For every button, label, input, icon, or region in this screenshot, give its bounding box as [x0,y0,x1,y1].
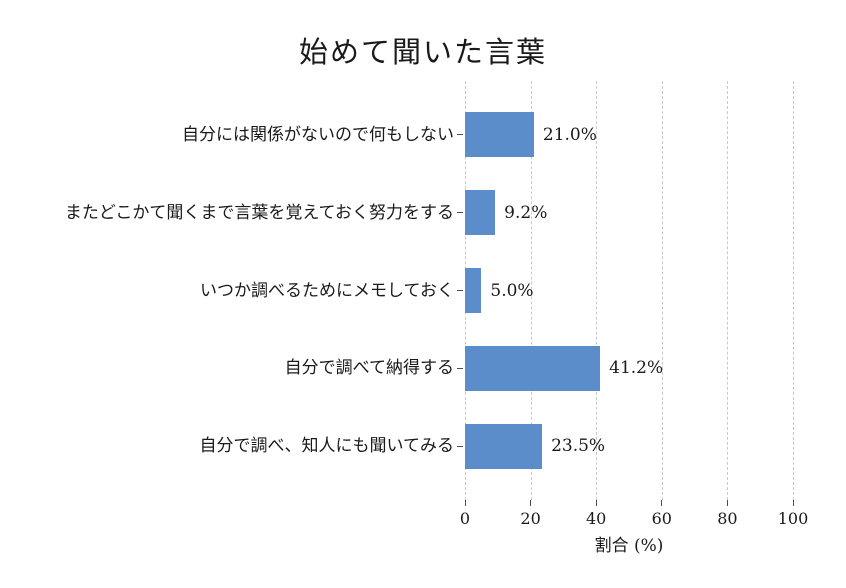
gridline [596,81,598,500]
bar [465,268,482,313]
gridline [661,81,663,500]
gridline [793,81,794,500]
y-tick [457,134,463,136]
x-axis-label: 割合 (%) [594,536,664,556]
y-tick [457,290,463,291]
bar [465,345,601,391]
y-tick [457,212,463,214]
category-label: 自分で調べて納得する [284,358,454,379]
value-label: 41.2% [609,358,664,379]
x-tick [792,500,794,506]
x-tick [661,500,663,506]
y-tick [457,445,463,447]
chart-title: 始めて聞いた言葉 [298,35,547,69]
x-tick-label: 40 [586,509,607,528]
y-tick [457,367,463,369]
x-tick-label: 80 [717,509,738,528]
gridline [727,81,729,500]
category-label: 自分には関係がないので何もしない [182,124,454,145]
x-tick-label: 100 [777,509,809,528]
category-label: 自分で調べ、知人にも聞いてみる [199,436,455,457]
bar [465,190,496,236]
x-tick-label: 60 [651,509,672,528]
x-tick [464,500,466,506]
bar [465,423,543,469]
x-tick-label: 20 [520,509,541,528]
category-label: またどこかて聞くまで言葉を覚えておく努力をする [64,202,454,223]
value-label: 21.0% [542,124,597,145]
value-label: 9.2% [504,202,548,223]
x-tick [595,500,597,506]
x-tick [530,500,532,506]
value-label: 23.5% [551,436,606,457]
bar [465,112,534,158]
x-tick-label: 0 [459,509,471,528]
value-label: 5.0% [490,280,534,301]
gridline [530,81,532,500]
category-label: いつか調べるためにメモしておく [200,280,454,301]
x-tick [726,500,728,506]
